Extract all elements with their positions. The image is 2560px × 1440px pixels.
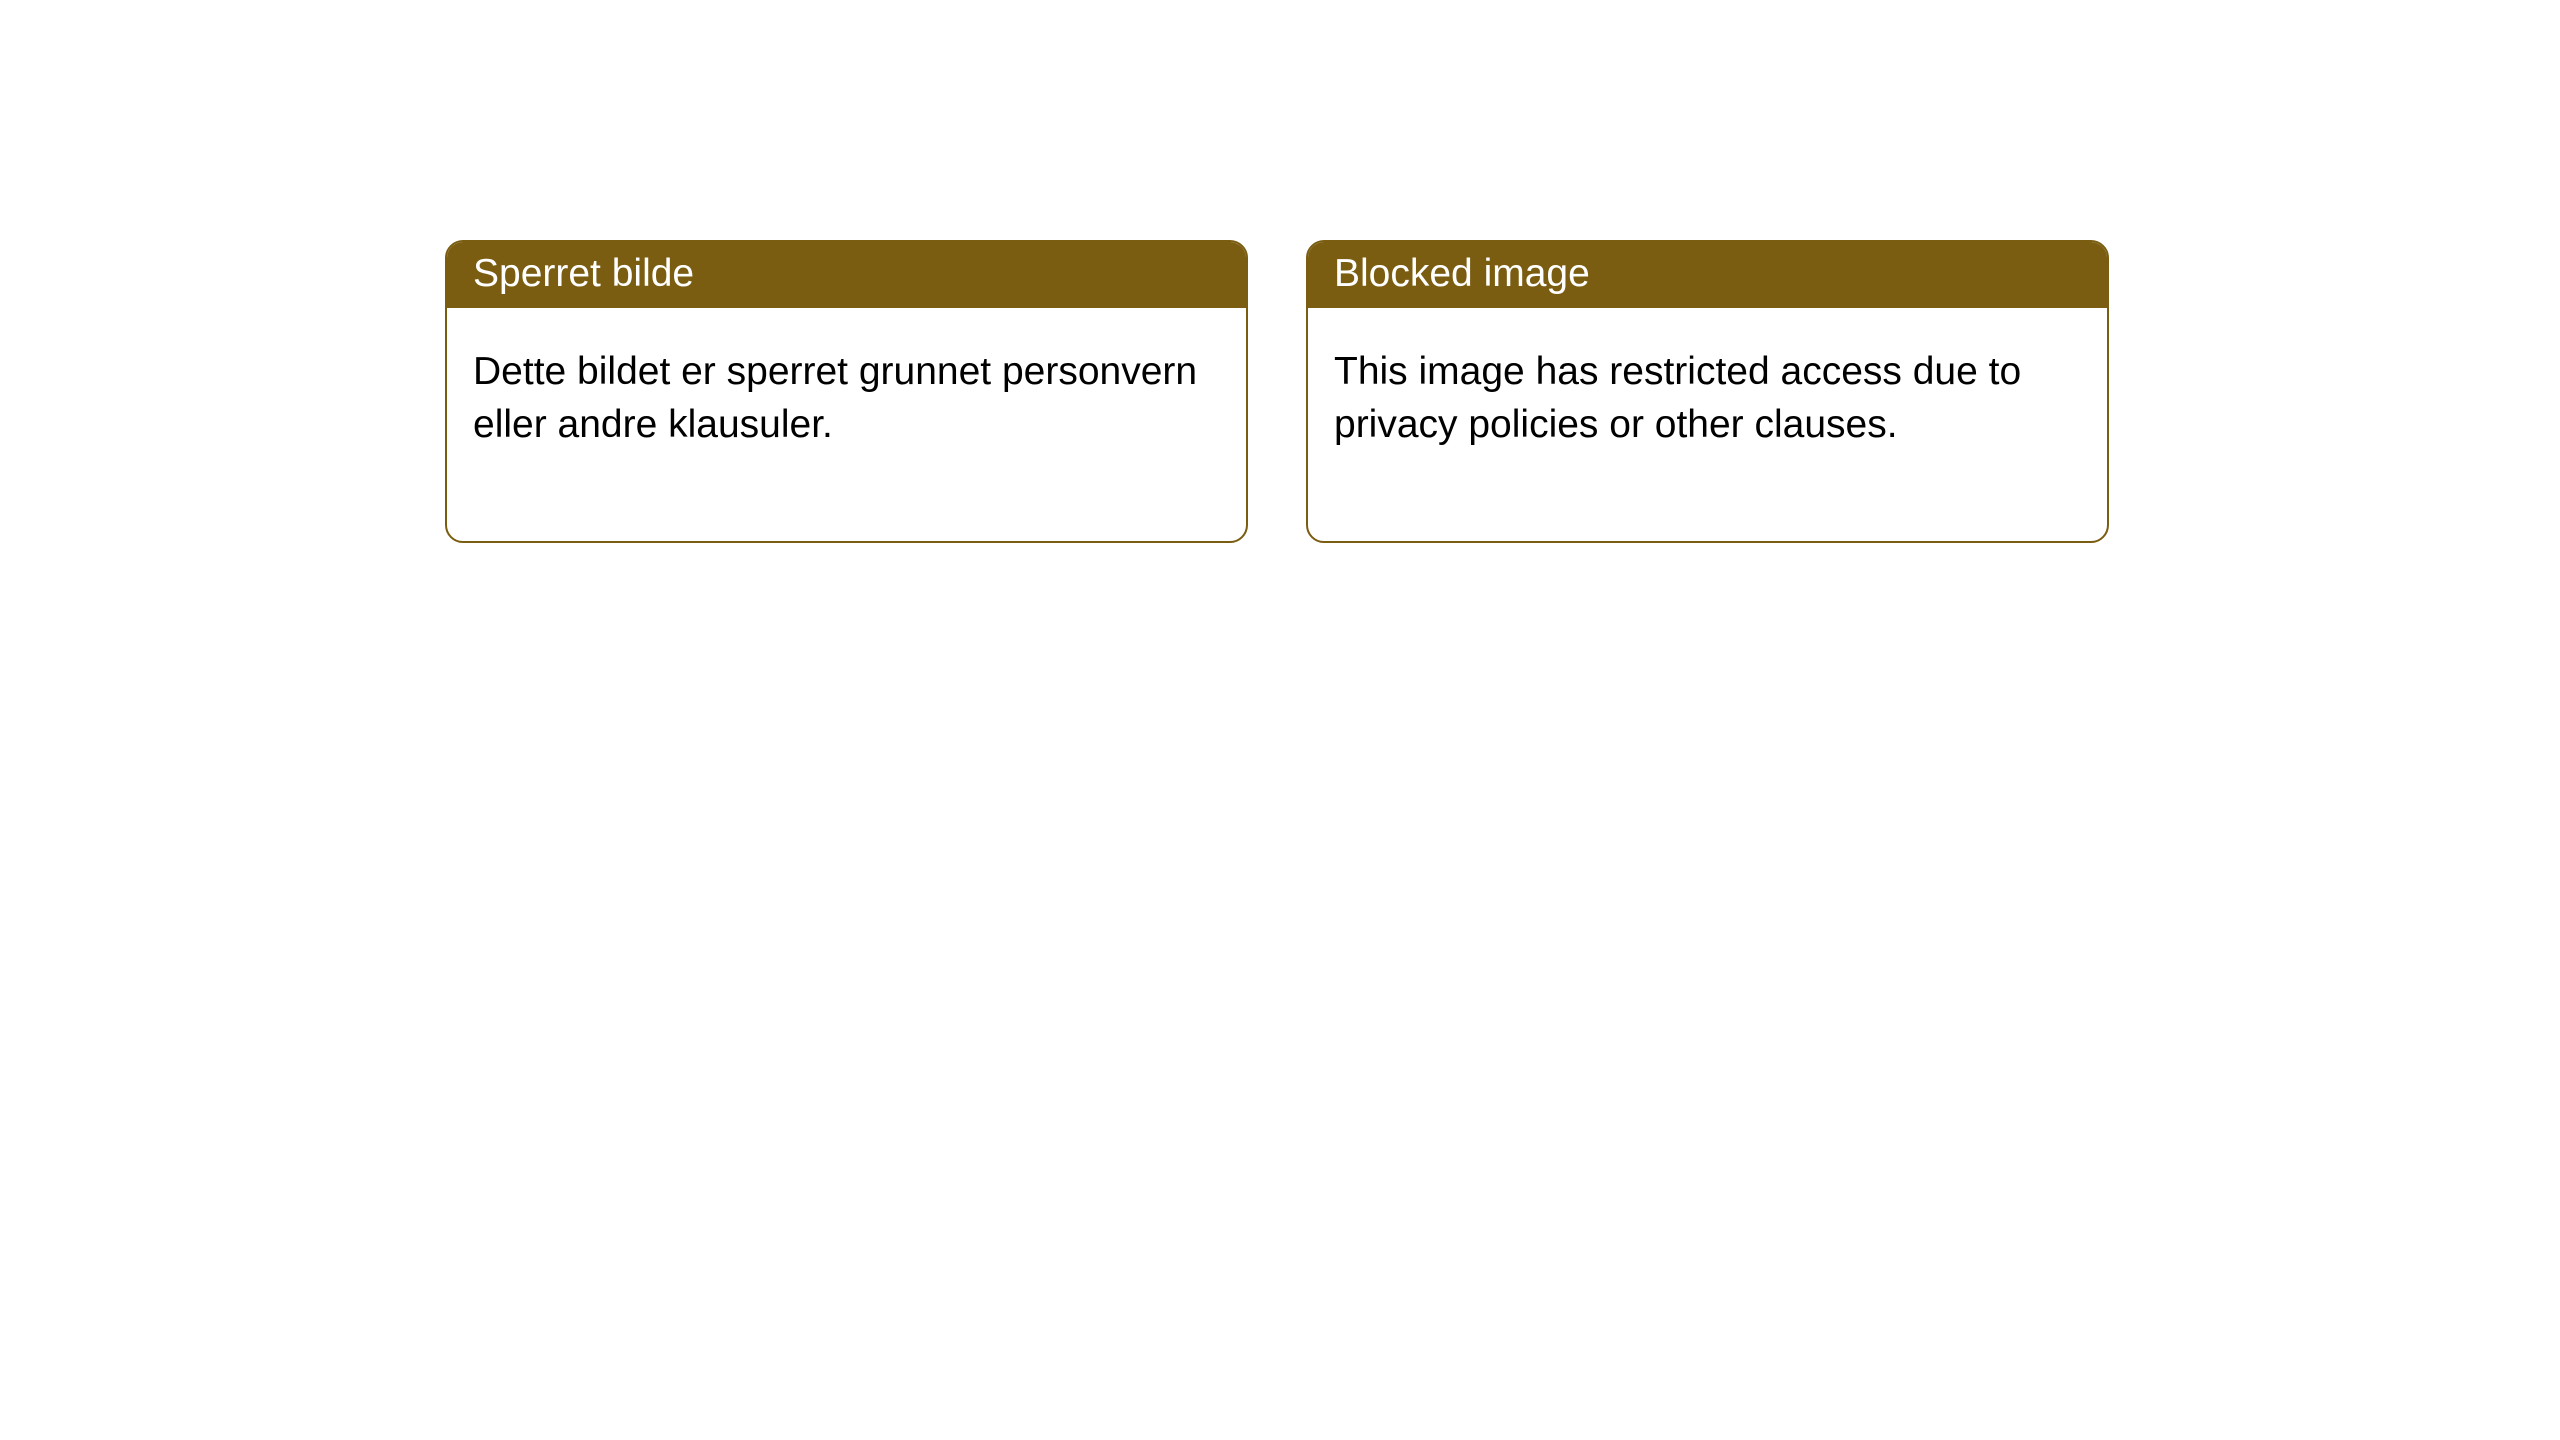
card-header-english: Blocked image — [1308, 242, 2107, 308]
card-body-english: This image has restricted access due to … — [1308, 308, 2107, 541]
blocked-image-card-english: Blocked image This image has restricted … — [1306, 240, 2109, 543]
card-body-norwegian: Dette bildet er sperret grunnet personve… — [447, 308, 1246, 541]
card-header-norwegian: Sperret bilde — [447, 242, 1246, 308]
blocked-image-card-norwegian: Sperret bilde Dette bildet er sperret gr… — [445, 240, 1248, 543]
notice-container: Sperret bilde Dette bildet er sperret gr… — [445, 240, 2109, 543]
